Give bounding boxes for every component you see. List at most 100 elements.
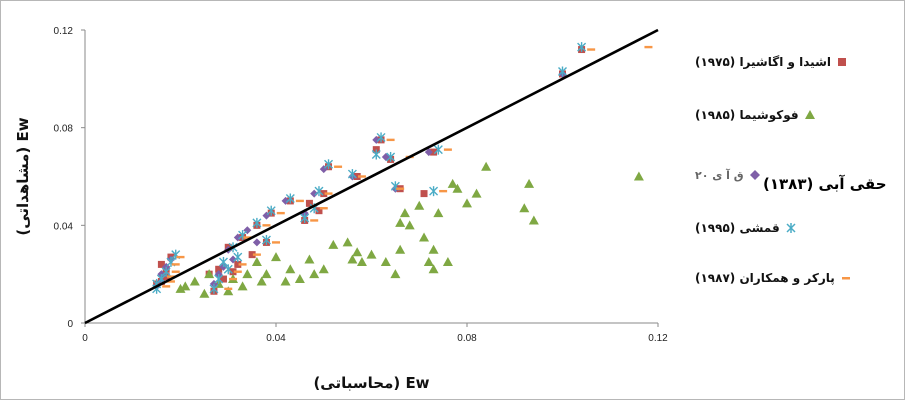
data-point xyxy=(352,247,363,257)
data-point xyxy=(324,159,334,170)
data-point xyxy=(433,208,444,218)
data-point xyxy=(380,256,391,266)
data-point xyxy=(376,132,386,143)
data-point xyxy=(166,275,175,278)
data-point xyxy=(300,213,310,224)
data-point xyxy=(223,264,233,275)
data-point xyxy=(157,260,165,268)
data-point xyxy=(310,189,319,198)
data-point xyxy=(233,233,242,242)
data-point xyxy=(319,207,328,210)
data-point xyxy=(419,232,430,242)
data-point xyxy=(175,283,186,293)
data-point xyxy=(305,199,313,207)
y-tick-label: 0.08 xyxy=(54,124,74,135)
y-tick-label: 0 xyxy=(67,319,73,330)
data-point xyxy=(233,252,243,263)
data-point xyxy=(229,255,238,264)
data-point xyxy=(342,237,353,247)
x-tick-label: 0.04 xyxy=(266,333,286,344)
legend-label: پارکر و همکاران (۱۹۸۷) xyxy=(695,271,835,285)
data-point xyxy=(328,239,339,249)
data-point xyxy=(353,173,361,180)
data-point xyxy=(452,183,463,193)
data-point xyxy=(430,148,438,156)
data-point xyxy=(261,234,271,245)
tick-labels: 0 0.04 0.08 0.12 0 0.04 0.08 0.12 xyxy=(54,26,669,344)
data-point xyxy=(252,217,262,228)
data-point xyxy=(237,281,248,291)
data-point xyxy=(280,276,291,286)
data-point xyxy=(439,189,448,193)
data-point xyxy=(428,244,439,254)
data-point xyxy=(229,277,238,281)
x-tick-label: 0 xyxy=(82,333,88,344)
legend-label: قمشی (۱۹۹۵) xyxy=(695,221,780,235)
data-point xyxy=(334,165,343,168)
data-point xyxy=(318,264,329,274)
data-point xyxy=(347,169,357,180)
data-point xyxy=(234,260,242,268)
data-point xyxy=(633,171,644,181)
data-point xyxy=(171,270,180,273)
data-point xyxy=(295,199,304,203)
data-point xyxy=(162,285,171,288)
data-point xyxy=(428,264,439,274)
data-point xyxy=(442,256,453,266)
data-point xyxy=(587,48,596,51)
data-point xyxy=(238,263,247,266)
data-point xyxy=(447,178,458,188)
data-point xyxy=(199,288,210,298)
data-point xyxy=(366,249,377,259)
data-point xyxy=(524,178,535,188)
data-point xyxy=(215,265,223,273)
data-point xyxy=(189,276,200,286)
data-point xyxy=(315,207,323,215)
legend-item-ishida: اشیدا و اگاشیرا (۱۹۷۵) xyxy=(695,52,849,72)
data-point xyxy=(266,205,276,216)
y-tick-label: 0.12 xyxy=(54,26,74,37)
x-tick-label: 0.08 xyxy=(457,333,477,344)
data-point xyxy=(386,151,396,162)
data-point xyxy=(166,280,175,283)
data-point xyxy=(176,255,185,259)
x-axis-title: Ew (محاسباتی) xyxy=(313,374,429,392)
data-point xyxy=(423,256,434,266)
data-point xyxy=(304,254,315,264)
data-point xyxy=(248,251,256,259)
data-point xyxy=(324,192,333,195)
data-point xyxy=(320,190,328,198)
data-point xyxy=(396,187,405,190)
data-point xyxy=(229,268,237,276)
data-point xyxy=(309,269,320,279)
data-point xyxy=(371,149,381,160)
legend-marker-diamond xyxy=(749,170,760,180)
data-point xyxy=(310,219,319,222)
data-point xyxy=(356,256,367,266)
data-point xyxy=(357,175,366,178)
data-point xyxy=(224,287,233,291)
data-point xyxy=(271,252,281,262)
x-tick-label: 0.12 xyxy=(648,333,668,344)
data-point xyxy=(204,269,215,279)
data-point xyxy=(276,211,285,215)
data-point xyxy=(395,217,406,227)
plot-points xyxy=(152,42,653,298)
legend-marker-star xyxy=(786,223,796,233)
data-point xyxy=(404,220,415,230)
legend-label-haghiabi: حقی آبی (۱۳۸۳) xyxy=(763,175,887,193)
data-point xyxy=(395,244,406,254)
data-point xyxy=(256,276,267,286)
legend-marker-square xyxy=(838,58,846,66)
legend-item-fukushima: فوکوشیما (۱۹۸۵) xyxy=(695,105,817,125)
data-point xyxy=(281,196,290,205)
data-point xyxy=(209,283,219,294)
legend-marker-dash xyxy=(841,277,850,280)
data-point xyxy=(386,138,395,142)
legend-item-parker: پارکر و همکاران (۱۹۸۷) xyxy=(695,268,853,288)
y-tick-label: 0.04 xyxy=(54,221,74,232)
data-point xyxy=(252,253,261,256)
data-point xyxy=(171,263,180,266)
